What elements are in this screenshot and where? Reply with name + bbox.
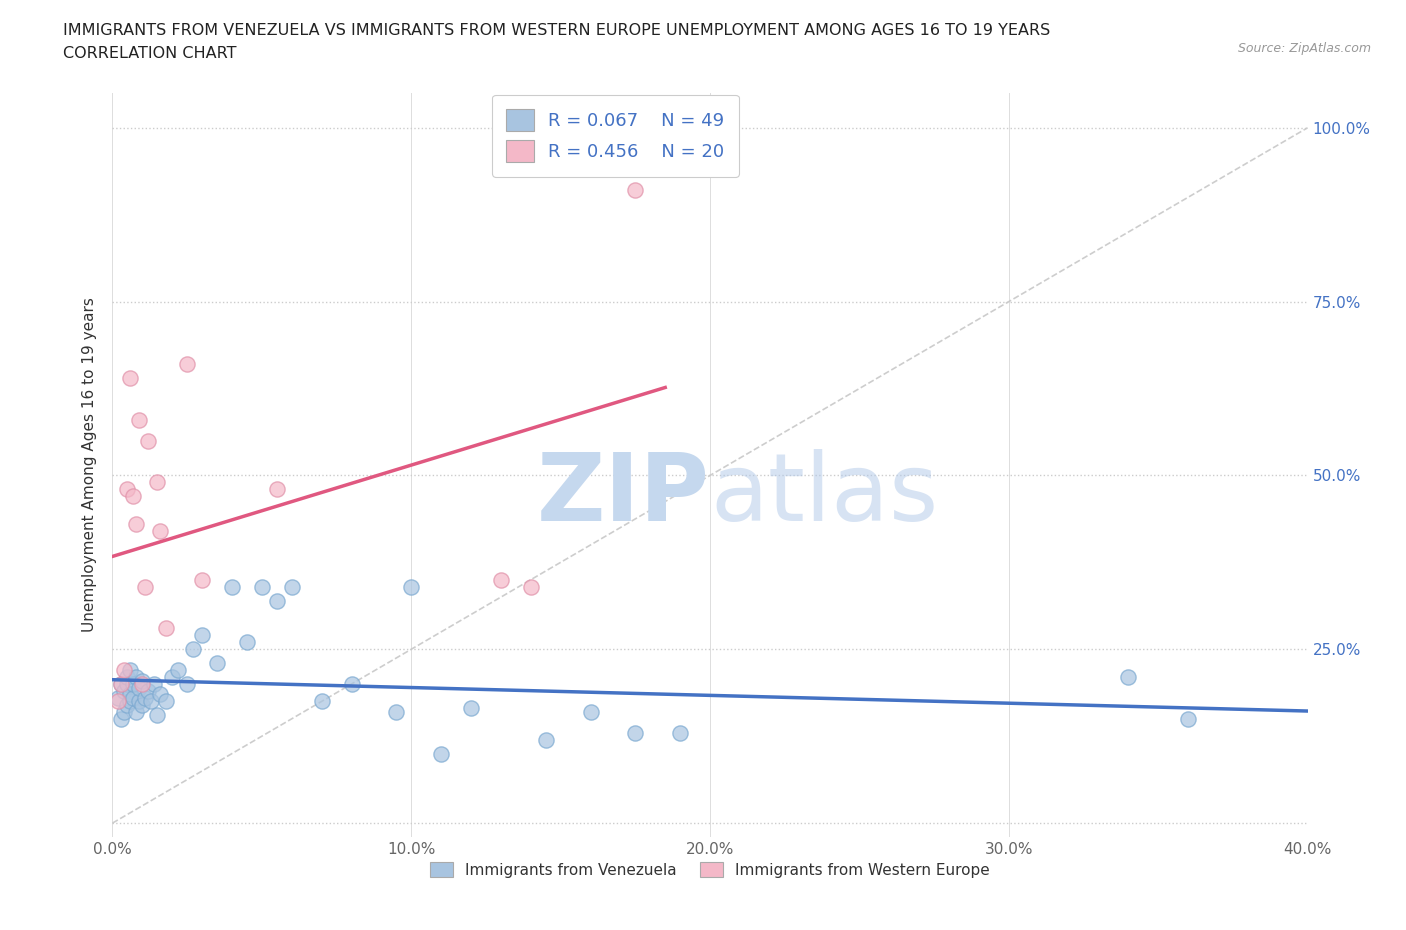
Text: atlas: atlas [710, 449, 938, 540]
Point [340, 677, 363, 692]
Point [120, 371, 142, 386]
Point [149, 524, 172, 538]
Point [146, 475, 169, 490]
Point [579, 704, 602, 719]
Point [176, 357, 198, 372]
Point [146, 708, 169, 723]
Point [117, 482, 139, 497]
Point [107, 694, 129, 709]
Point [460, 701, 482, 716]
Point [122, 677, 145, 692]
Point [131, 677, 153, 692]
Point [120, 694, 142, 709]
Point [131, 698, 153, 712]
Text: ZIP: ZIP [537, 449, 710, 540]
Point [181, 642, 204, 657]
Point [128, 694, 150, 709]
Point [110, 677, 132, 692]
Point [162, 670, 183, 684]
Point [114, 663, 135, 678]
Point [117, 698, 139, 712]
Point [281, 579, 304, 594]
Point [624, 725, 647, 740]
Point [385, 704, 408, 719]
Point [624, 183, 647, 198]
Point [138, 433, 160, 448]
Point [430, 746, 453, 761]
Point [311, 694, 333, 709]
Point [128, 412, 150, 427]
Point [107, 690, 129, 705]
Point [114, 704, 135, 719]
Point [134, 579, 156, 594]
Point [489, 572, 512, 587]
Point [266, 593, 288, 608]
Point [125, 704, 148, 719]
Point [149, 687, 172, 702]
Point [110, 711, 132, 726]
Point [143, 677, 166, 692]
Point [155, 694, 177, 709]
Point [205, 656, 228, 671]
Point [266, 482, 288, 497]
Point [120, 687, 142, 702]
Point [110, 677, 132, 692]
Point [1177, 711, 1199, 726]
Point [114, 684, 135, 698]
Point [1118, 670, 1140, 684]
Point [125, 670, 148, 684]
Point [155, 621, 177, 636]
Point [141, 694, 163, 709]
Point [191, 628, 214, 643]
Point [221, 579, 243, 594]
Point [669, 725, 692, 740]
Point [134, 690, 156, 705]
Point [534, 732, 557, 747]
Point [122, 489, 145, 504]
Legend: Immigrants from Venezuela, Immigrants from Western Europe: Immigrants from Venezuela, Immigrants fr… [423, 854, 997, 885]
Point [520, 579, 543, 594]
Point [125, 517, 148, 532]
Point [176, 677, 198, 692]
Point [128, 680, 150, 695]
Point [131, 673, 153, 688]
Text: IMMIGRANTS FROM VENEZUELA VS IMMIGRANTS FROM WESTERN EUROPE UNEMPLOYMENT AMONG A: IMMIGRANTS FROM VENEZUELA VS IMMIGRANTS … [63, 23, 1050, 38]
Text: Source: ZipAtlas.com: Source: ZipAtlas.com [1237, 42, 1371, 55]
Point [122, 690, 145, 705]
Point [117, 670, 139, 684]
Point [120, 663, 142, 678]
Point [236, 635, 259, 650]
Point [117, 677, 139, 692]
Point [191, 572, 214, 587]
Point [401, 579, 423, 594]
Point [250, 579, 273, 594]
Point [138, 684, 160, 698]
Text: CORRELATION CHART: CORRELATION CHART [63, 46, 236, 61]
Y-axis label: Unemployment Among Ages 16 to 19 years: Unemployment Among Ages 16 to 19 years [82, 298, 97, 632]
Point [167, 663, 190, 678]
